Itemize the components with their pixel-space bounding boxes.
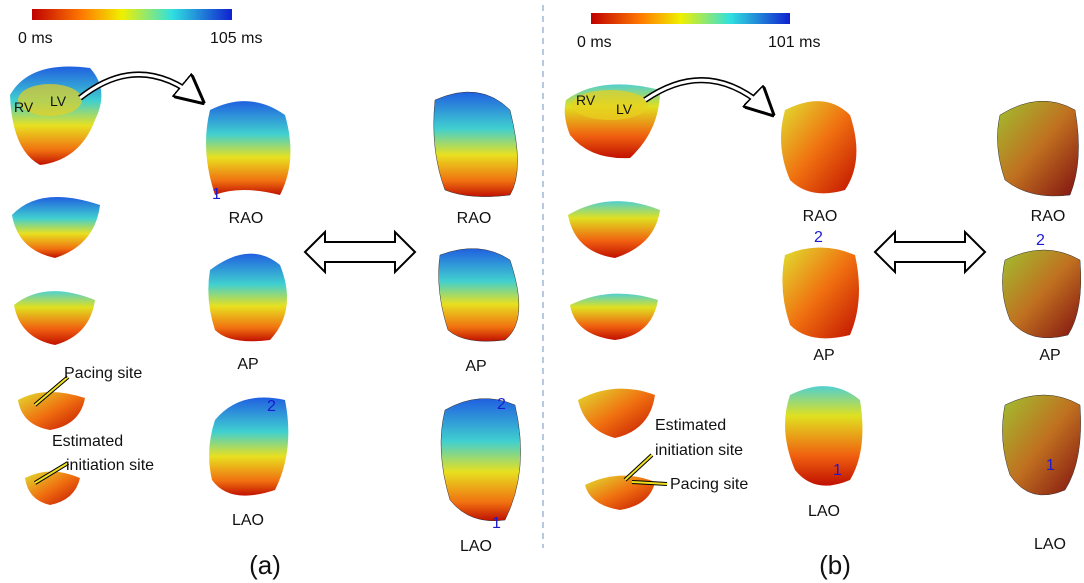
shape <box>578 389 655 438</box>
caption: (a) <box>249 550 281 580</box>
arrow <box>645 80 770 112</box>
site-marker: 1 <box>1046 457 1055 474</box>
colorbar-max: 105 ms <box>210 30 262 47</box>
site-marker: 2 <box>267 398 276 415</box>
pacing-label: Pacing site <box>64 365 142 382</box>
view-label: LAO <box>232 512 264 529</box>
shape <box>785 386 862 486</box>
shape <box>208 254 287 342</box>
shape <box>25 472 80 506</box>
site-marker: 1 <box>212 186 221 203</box>
figure: 0 ms 105 ms RV LV 1 2 RAO AP LAO 2 1 RAO… <box>0 0 1084 583</box>
shape <box>441 399 521 521</box>
shape <box>434 92 518 197</box>
shape <box>1002 395 1080 495</box>
caption: (b) <box>819 550 851 580</box>
colorbar-min: 0 ms <box>18 30 53 47</box>
colorbar-max: 101 ms <box>768 34 820 51</box>
shape <box>209 398 288 496</box>
chamber-label: RV <box>576 92 596 108</box>
pacing-label: Pacing site <box>670 476 748 493</box>
colorbar <box>32 9 232 20</box>
estimated-label: Estimated <box>52 433 123 450</box>
site-marker: 2 <box>814 229 823 246</box>
shape <box>782 248 859 339</box>
shape <box>206 101 290 195</box>
hearts-column-1 <box>565 84 660 510</box>
view-label: AP <box>465 358 486 375</box>
view-label: AP <box>1039 347 1060 364</box>
estimated-label: Estimated <box>655 417 726 434</box>
view-label: AP <box>813 347 834 364</box>
chamber-label: LV <box>616 101 633 117</box>
site-marker: 2 <box>1036 232 1045 249</box>
hearts-column-3 <box>997 101 1080 495</box>
double-arrow <box>305 232 415 272</box>
hearts-column-2 <box>206 101 290 496</box>
view-label: LAO <box>460 538 492 555</box>
view-label: RAO <box>457 210 492 227</box>
shape <box>997 101 1078 196</box>
double-arrow <box>875 232 985 272</box>
shape <box>10 67 101 165</box>
shape <box>625 455 652 480</box>
shape <box>568 201 660 258</box>
hearts-column-3 <box>434 92 521 521</box>
view-label: AP <box>237 356 258 373</box>
shape <box>14 291 95 345</box>
site-marker: 2 <box>497 396 506 413</box>
shape <box>439 249 519 342</box>
view-label: RAO <box>229 210 264 227</box>
colorbar-min: 0 ms <box>577 34 612 51</box>
view-label: LAO <box>1034 536 1066 553</box>
site-marker: 1 <box>833 462 842 479</box>
chamber-label: RV <box>14 99 34 115</box>
view-label: RAO <box>1031 208 1066 225</box>
view-label: LAO <box>808 503 840 520</box>
estimated-label: initiation site <box>66 457 154 474</box>
shape <box>1002 250 1080 338</box>
estimated-label: initiation site <box>655 442 743 459</box>
site-marker: 1 <box>492 515 501 532</box>
view-label: RAO <box>803 208 838 225</box>
shape <box>570 294 658 340</box>
colorbar <box>591 13 790 24</box>
chamber-label: LV <box>50 93 67 109</box>
shape <box>781 101 856 193</box>
shape <box>12 197 100 258</box>
hearts-column-2 <box>781 101 862 486</box>
shape <box>18 392 85 430</box>
